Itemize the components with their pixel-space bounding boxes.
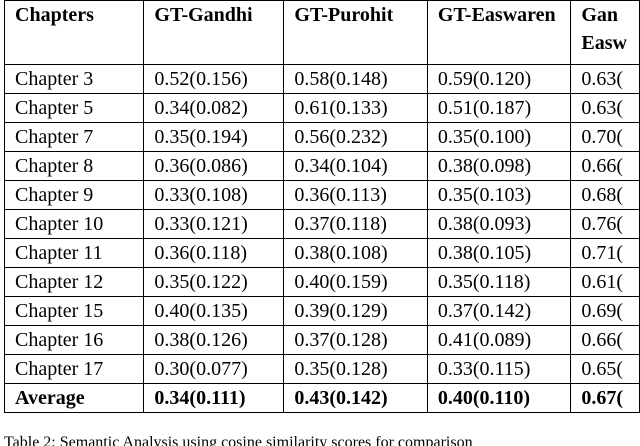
table-cell: 0.39(0.129) [283, 296, 428, 326]
table-cell: Chapter 12 [3, 267, 145, 297]
table-cell: 0.51(0.187) [426, 93, 572, 123]
table-cell: 0.36(0.086) [143, 151, 285, 181]
average-cell: Average [3, 383, 145, 413]
table-body: Chapter 3 0.52(0.156) 0.58(0.148) 0.59(0.12… [3, 64, 640, 384]
caption: Table 2: Semantic Analysis using cosine … [4, 434, 473, 446]
table-cell: 0.34(0.082) [143, 93, 285, 123]
table-cell: Chapter 8 [3, 151, 145, 181]
table-cell: 0.69( [570, 296, 640, 326]
table-cell: 0.66( [570, 151, 640, 181]
table-cell: 0.52(0.156) [143, 64, 285, 94]
table-cell: 0.66( [570, 325, 640, 355]
table-cell: 0.34(0.104) [283, 151, 428, 181]
table-row: Chapter 10 0.33(0.121) 0.37(0.118) 0.38(0.0… [3, 209, 640, 239]
table-cell: 0.63( [570, 93, 640, 123]
table-cell: 0.36(0.113) [283, 180, 428, 210]
table-row: Chapter 17 0.30(0.077) 0.35(0.128) 0.33(0.1… [3, 354, 640, 384]
header-row: Chapters GT-Gandhi GT-Purohit GT-Easwaren Ga… [3, 0, 640, 65]
table-cell: 0.41(0.089) [426, 325, 572, 355]
table-row: Chapter 15 0.40(0.135) 0.39(0.129) 0.37(0.1… [3, 296, 640, 326]
table-cell: 0.33(0.121) [143, 209, 285, 239]
table-cell: 0.56(0.232) [283, 122, 428, 152]
table-cell: Chapter 17 [3, 354, 145, 384]
average-cell: 0.34(0.111) [143, 383, 285, 413]
table-cell: 0.35(0.103) [426, 180, 572, 210]
table-cell: 0.35(0.122) [143, 267, 285, 297]
table-cell: 0.76( [570, 209, 640, 239]
table-row: Chapter 9 0.33(0.108) 0.36(0.113) 0.35(0.10… [3, 180, 640, 210]
table-row: Chapter 11 0.36(0.118) 0.38(0.108) 0.38(0.1… [3, 238, 640, 268]
table-cell: Chapter 9 [3, 180, 145, 210]
table-cell: Chapter 7 [3, 122, 145, 152]
table-cell: 0.61( [570, 267, 640, 297]
table-cell: 0.35(0.100) [426, 122, 572, 152]
table-cell: 0.35(0.118) [426, 267, 572, 297]
table-cell: 0.35(0.194) [143, 122, 285, 152]
table-cell: 0.65( [570, 354, 640, 384]
table-cell: 0.30(0.077) [143, 354, 285, 384]
table-row: Chapter 3 0.52(0.156) 0.58(0.148) 0.59(0.12… [3, 64, 640, 94]
table-cell: 0.71( [570, 238, 640, 268]
average-cell: 0.43(0.142) [283, 383, 428, 413]
results-table: Chapters GT-Gandhi GT-Purohit GT-Easwaren Ga… [3, 0, 640, 413]
table-cell: Chapter 10 [3, 209, 145, 239]
table-cell: 0.38(0.126) [143, 325, 285, 355]
table-cell: 0.38(0.108) [283, 238, 428, 268]
table-cell: 0.37(0.142) [426, 296, 572, 326]
table-row: Chapter 12 0.35(0.122) 0.40(0.159) 0.35(0.1… [3, 267, 640, 297]
table-cell: 0.38(0.105) [426, 238, 572, 268]
table-cell: 0.33(0.115) [426, 354, 572, 384]
table-cell: 0.35(0.128) [283, 354, 428, 384]
table-footer: Average 0.34(0.111) 0.43(0.142) 0.40(0.110)… [3, 383, 640, 413]
table-cell: 0.33(0.108) [143, 180, 285, 210]
table-cell: Chapter 3 [3, 64, 145, 94]
table-cell: 0.38(0.098) [426, 151, 572, 181]
table-cell: 0.63( [570, 64, 640, 94]
header-cell: GT-Purohit [283, 0, 428, 65]
average-cell: 0.67( [570, 383, 640, 413]
table-cell: 0.61(0.133) [283, 93, 428, 123]
table-cell: Chapter 11 [3, 238, 145, 268]
table-cell: 0.36(0.118) [143, 238, 285, 268]
table-cell: 0.40(0.135) [143, 296, 285, 326]
table-cell: 0.40(0.159) [283, 267, 428, 297]
table-cell: 0.37(0.128) [283, 325, 428, 355]
table-cell: Chapter 16 [3, 325, 145, 355]
table-cell: 0.59(0.120) [426, 64, 572, 94]
table-cell: Chapter 15 [3, 296, 145, 326]
table-row: Chapter 8 0.36(0.086) 0.34(0.104) 0.38(0.09… [3, 151, 640, 181]
table-cell: 0.68( [570, 180, 640, 210]
table-cell: 0.38(0.093) [426, 209, 572, 239]
header-cell: GT-Gandhi [143, 0, 285, 65]
average-row: Average 0.34(0.111) 0.43(0.142) 0.40(0.110)… [3, 383, 640, 413]
header-cell: Gan Easw [570, 0, 640, 65]
table-header: Chapters GT-Gandhi GT-Purohit GT-Easwaren Ga… [3, 0, 640, 65]
average-cell: 0.40(0.110) [426, 383, 572, 413]
header-cell: GT-Easwaren [426, 0, 572, 65]
table-row: Chapter 5 0.34(0.082) 0.61(0.133) 0.51(0.18… [3, 93, 640, 123]
table-row: Chapter 7 0.35(0.194) 0.56(0.232) 0.35(0.10… [3, 122, 640, 152]
header-cell: Chapters [3, 0, 145, 65]
table-cell: 0.70( [570, 122, 640, 152]
table-cell: 0.37(0.118) [283, 209, 428, 239]
table-row: Chapter 16 0.38(0.126) 0.37(0.128) 0.41(0.0… [3, 325, 640, 355]
table-cell: 0.58(0.148) [283, 64, 428, 94]
table-cell: Chapter 5 [3, 93, 145, 123]
